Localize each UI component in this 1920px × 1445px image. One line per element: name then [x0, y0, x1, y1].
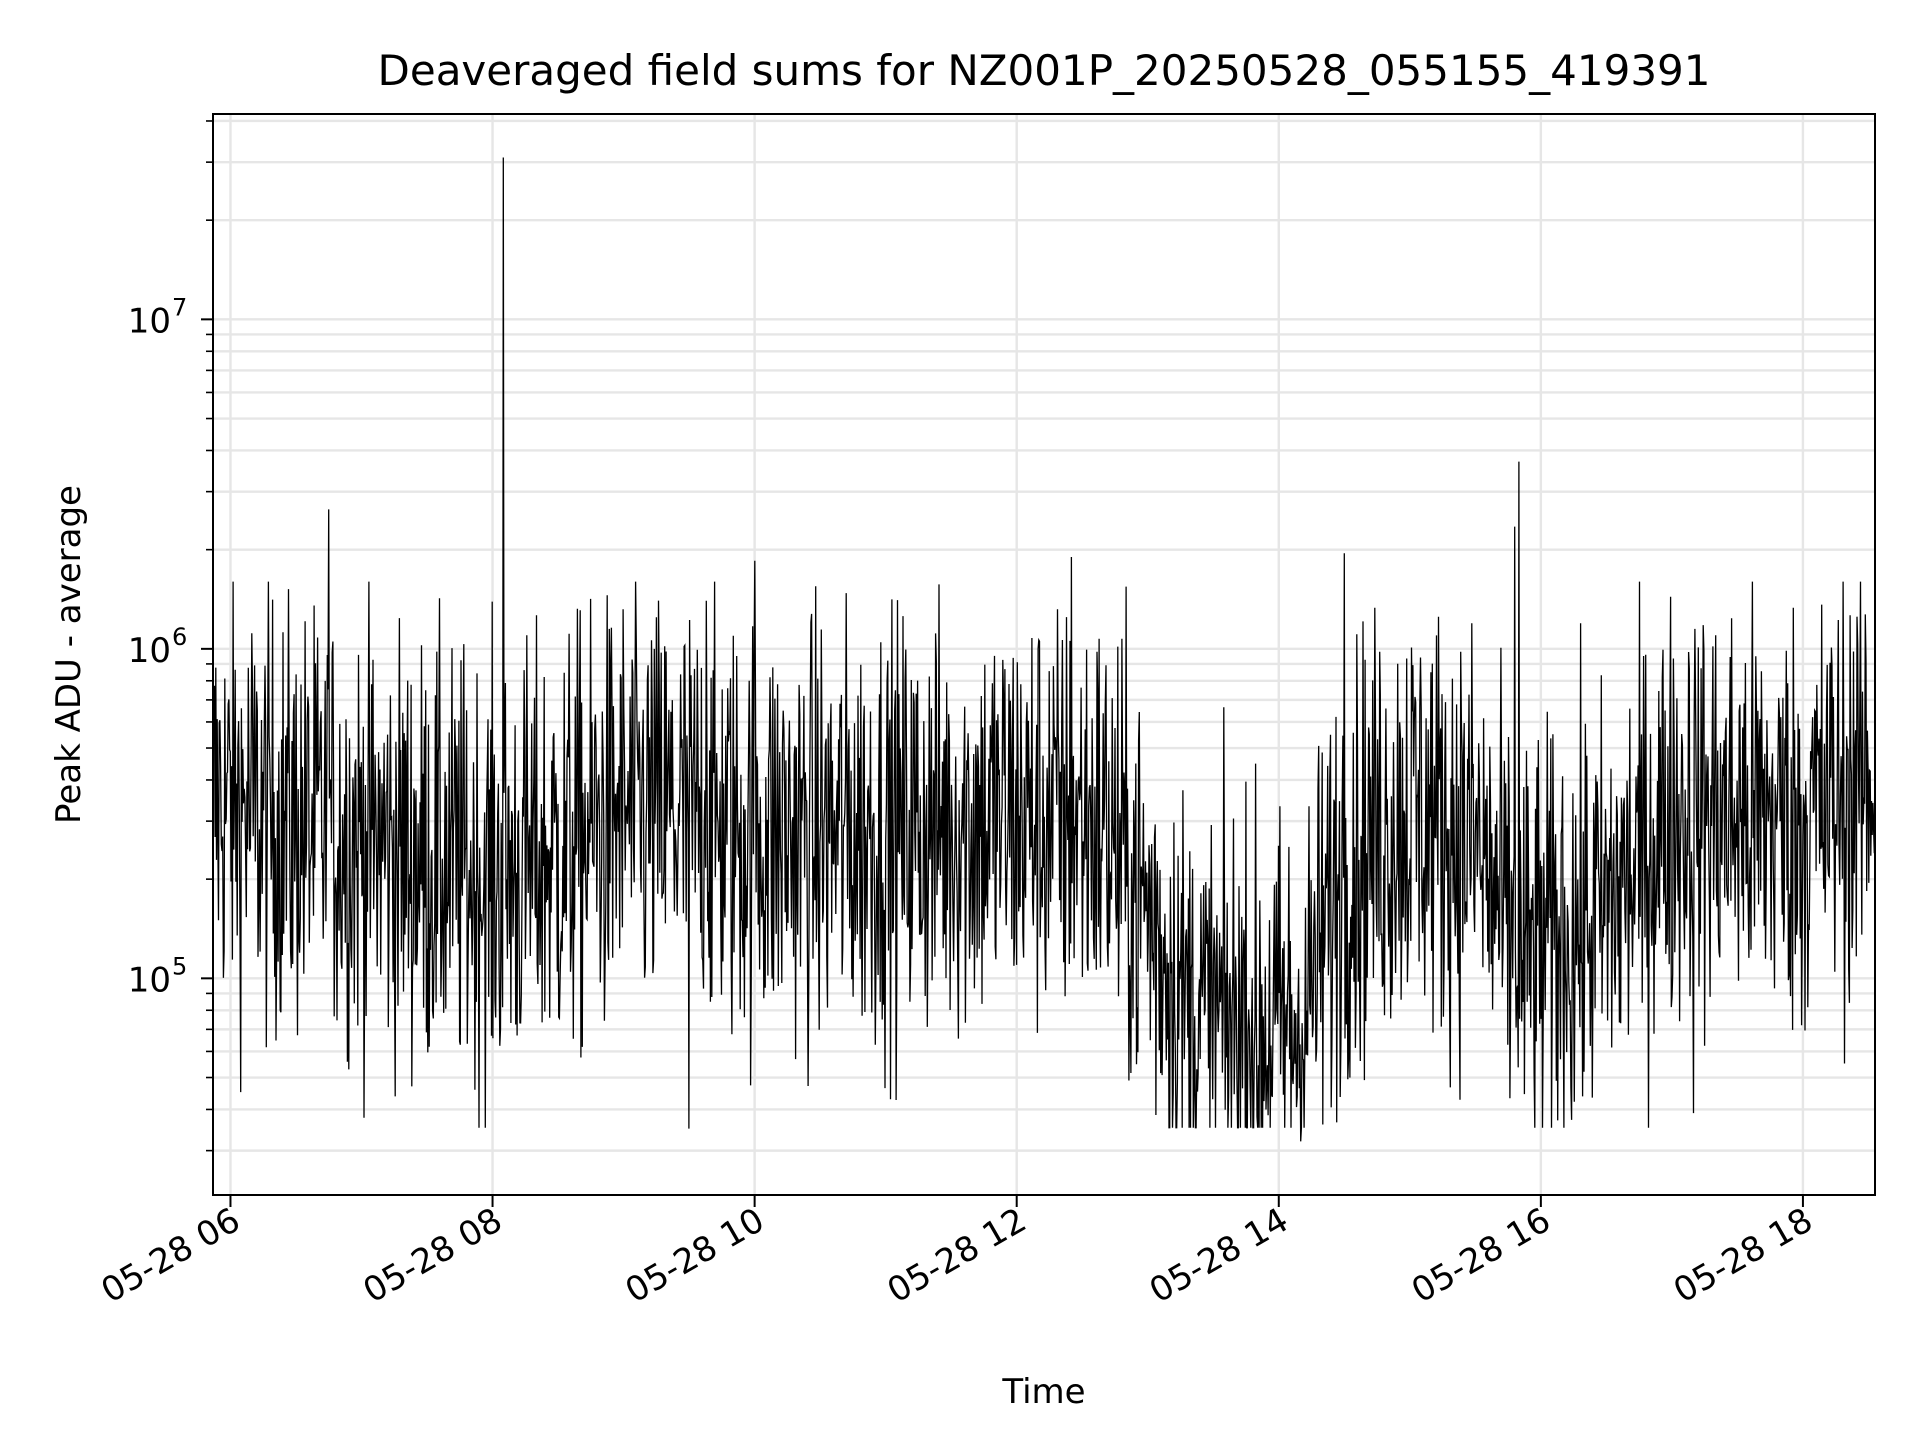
x-axis-label: Time	[1001, 1372, 1085, 1412]
y-axis-label: Peak ADU - average	[49, 485, 89, 824]
y-tick-label: 10	[128, 631, 171, 671]
series-line	[212, 157, 1876, 1142]
y-tick-label: 10	[128, 301, 171, 341]
y-tick-exponent: 6	[172, 623, 187, 651]
y-tick-exponent: 5	[172, 952, 187, 980]
y-tick-label: 10	[128, 960, 171, 1000]
chart-title: Deaveraged field sums for NZ001P_2025052…	[378, 46, 1711, 95]
data-layer	[212, 157, 1876, 1142]
y-tick-exponent: 7	[172, 293, 187, 321]
plot-frame	[212, 113, 1876, 1196]
